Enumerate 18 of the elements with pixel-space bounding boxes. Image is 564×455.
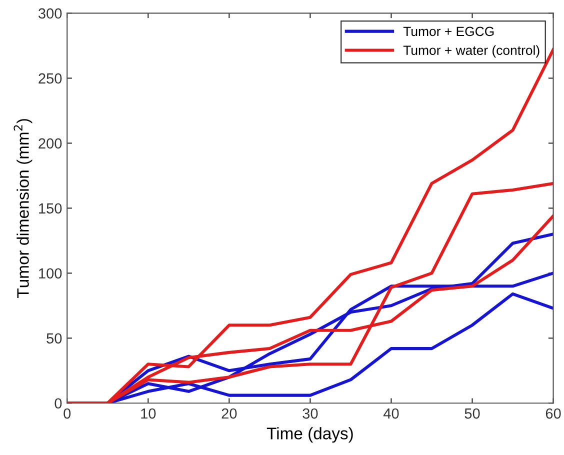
x-tick-label: 30 [302,408,318,419]
y-tick-label: 250 [38,73,62,84]
legend-label: Tumor + EGCG [403,26,494,36]
y-tick-label: 50 [46,333,62,344]
y-tick-label: 150 [39,203,62,214]
x-tick-label: 40 [383,408,399,419]
x-tick-label: 20 [222,408,237,419]
x-tick-label: 0 [64,408,71,419]
legend-label: Tumor + water (control) [403,45,540,58]
y-tick-label: 200 [38,138,62,149]
x-tick-label: 60 [546,408,561,419]
y-tick-label: 0 [54,398,62,409]
x-tick-label: 10 [141,408,156,419]
x-tick-label: 50 [464,408,480,419]
y-tick-label: 100 [39,268,62,279]
x-axis-title: Time (days) [266,427,353,443]
y-axis-title: Tumor dimension (mm$^{2}$) [14,119,32,298]
y-tick-label: 300 [38,8,62,19]
